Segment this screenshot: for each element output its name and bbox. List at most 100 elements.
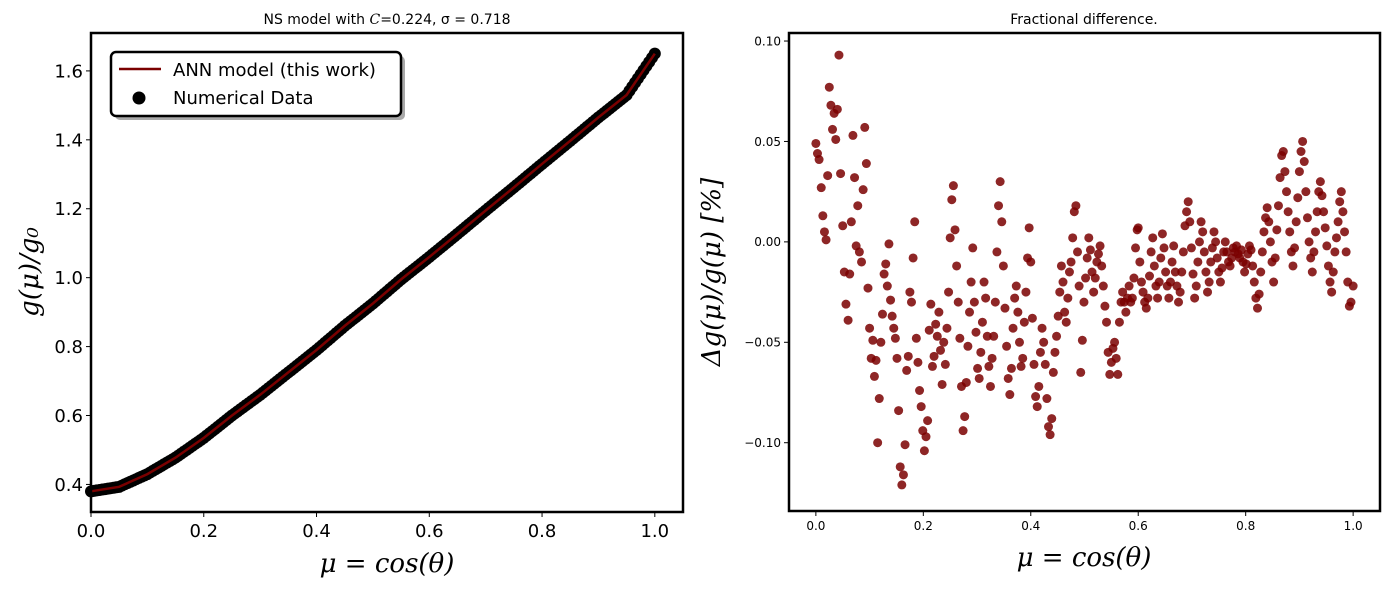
fractional-difference-point xyxy=(998,261,1008,271)
fractional-difference-point xyxy=(929,351,939,361)
left-y-tick-label: 1.4 xyxy=(54,130,83,151)
fractional-difference-point xyxy=(1003,373,1013,383)
fractional-difference-point xyxy=(868,335,878,345)
fractional-difference-point xyxy=(1236,245,1246,255)
fractional-difference-point xyxy=(1066,257,1076,267)
fractional-difference-point xyxy=(966,277,976,287)
fractional-difference-point xyxy=(1275,173,1285,183)
fractional-difference-point xyxy=(1280,167,1290,177)
fractional-difference-point xyxy=(969,297,979,307)
fractional-difference-point xyxy=(1315,177,1325,187)
fractional-difference-point xyxy=(1311,227,1321,237)
fractional-difference-point xyxy=(1278,146,1288,156)
fractional-difference-point xyxy=(1040,359,1050,369)
fractional-difference-point xyxy=(965,307,975,317)
fractional-difference-point xyxy=(939,337,949,347)
fractional-difference-point xyxy=(1118,287,1128,297)
fractional-difference-point xyxy=(1175,287,1185,297)
left-y-tick-label: 1.6 xyxy=(54,61,83,82)
fractional-difference-point xyxy=(981,293,991,303)
fractional-difference-point xyxy=(937,379,947,389)
fractional-difference-point xyxy=(1143,293,1153,303)
fractional-difference-point xyxy=(858,185,868,195)
right-chart-title: Fractional difference. xyxy=(1010,12,1158,28)
fractional-difference-point xyxy=(973,363,983,373)
fractional-difference-point xyxy=(1282,187,1292,197)
left-x-tick-label: 0.4 xyxy=(302,521,331,542)
fractional-difference-point xyxy=(819,227,829,237)
right-y-tick-label: 0.05 xyxy=(754,135,781,149)
fractional-difference-point xyxy=(932,331,942,341)
fractional-difference-point xyxy=(879,269,889,279)
fractional-difference-point xyxy=(1273,201,1283,211)
fractional-difference-point xyxy=(1170,267,1180,277)
fractional-difference-point xyxy=(1133,223,1143,233)
right-y-tick-label: −0.05 xyxy=(744,336,781,350)
fractional-difference-point xyxy=(1191,281,1201,291)
fractional-difference-point xyxy=(1211,237,1221,247)
fractional-difference-point xyxy=(955,333,965,343)
fractional-difference-point xyxy=(865,323,875,333)
fractional-difference-point xyxy=(1309,247,1319,257)
fractional-difference-point xyxy=(854,247,864,257)
fractional-difference-point xyxy=(1165,277,1175,287)
fractional-difference-point xyxy=(1005,390,1015,400)
fractional-difference-point xyxy=(1114,317,1124,327)
right-x-tick-label: 0.2 xyxy=(914,519,933,533)
right-y-tick-label: 0.10 xyxy=(754,34,781,48)
fractional-difference-point xyxy=(1322,241,1332,251)
fractional-difference-point xyxy=(900,440,910,450)
fractional-difference-point xyxy=(1045,430,1055,440)
fractional-difference-point xyxy=(913,357,923,367)
fractional-difference-point xyxy=(1039,337,1049,347)
fractional-difference-point xyxy=(924,325,934,335)
fractional-difference-point xyxy=(1346,297,1356,307)
fractional-difference-point xyxy=(1177,267,1187,277)
right-data-marks xyxy=(811,50,1358,490)
fractional-difference-point xyxy=(1288,261,1298,271)
fractional-difference-point xyxy=(1136,277,1146,287)
fractional-difference-point xyxy=(1265,237,1275,247)
fractional-difference-point xyxy=(1074,281,1084,291)
fractional-difference-point xyxy=(1052,331,1062,341)
fractional-difference-point xyxy=(1010,293,1020,303)
fractional-difference-point xyxy=(1064,267,1074,277)
fractional-difference-point xyxy=(1026,257,1036,267)
fractional-difference-point xyxy=(1183,197,1193,207)
fractional-difference-point xyxy=(1319,207,1329,217)
fractional-difference-point xyxy=(1220,237,1230,247)
fractional-difference-point xyxy=(1127,293,1137,303)
right-y-axis-label: Δg(μ)/g(μ) [%] xyxy=(697,177,727,367)
fractional-difference-point xyxy=(1098,281,1108,291)
fractional-difference-point xyxy=(1338,207,1348,217)
left-panel: NS model with C=0.224, σ = 0.718 0.0 0.2 0… xyxy=(15,12,685,579)
fractional-difference-point xyxy=(874,394,884,404)
fractional-difference-point xyxy=(1146,247,1156,257)
fractional-difference-point xyxy=(1333,217,1343,227)
fractional-difference-point xyxy=(906,297,916,307)
fractional-difference-point xyxy=(942,323,952,333)
fractional-difference-point xyxy=(1077,335,1087,345)
fractional-difference-point xyxy=(1283,207,1293,217)
fractional-difference-point xyxy=(834,50,844,60)
fractional-difference-point xyxy=(1215,277,1225,287)
fractional-difference-point xyxy=(971,327,981,337)
fractional-difference-point xyxy=(992,247,1002,257)
fractional-difference-point xyxy=(857,257,867,267)
fractional-difference-point xyxy=(1035,347,1045,357)
left-ticks: 0.0 0.2 0.4 0.6 0.8 1.0 0.4 0.6 0.8 1.0 1.2 1.4 1.6 xyxy=(54,61,669,542)
right-x-tick-label: 1.0 xyxy=(1344,519,1363,533)
fractional-difference-point xyxy=(1055,287,1065,297)
fractional-difference-point xyxy=(1042,394,1052,404)
fractional-difference-point xyxy=(1019,317,1029,327)
fractional-difference-point xyxy=(1031,392,1041,402)
left-x-tick-label: 1.0 xyxy=(640,521,669,542)
fractional-difference-point xyxy=(960,412,970,422)
fractional-difference-point xyxy=(911,333,921,343)
left-chart-title: NS model with C=0.224, σ = 0.718 xyxy=(263,12,510,28)
fractional-difference-point xyxy=(1302,213,1312,223)
fractional-difference-point xyxy=(1100,301,1110,311)
left-y-tick-label: 1.0 xyxy=(54,268,83,289)
fractional-difference-point xyxy=(887,311,897,321)
fractional-difference-point xyxy=(1053,311,1063,321)
